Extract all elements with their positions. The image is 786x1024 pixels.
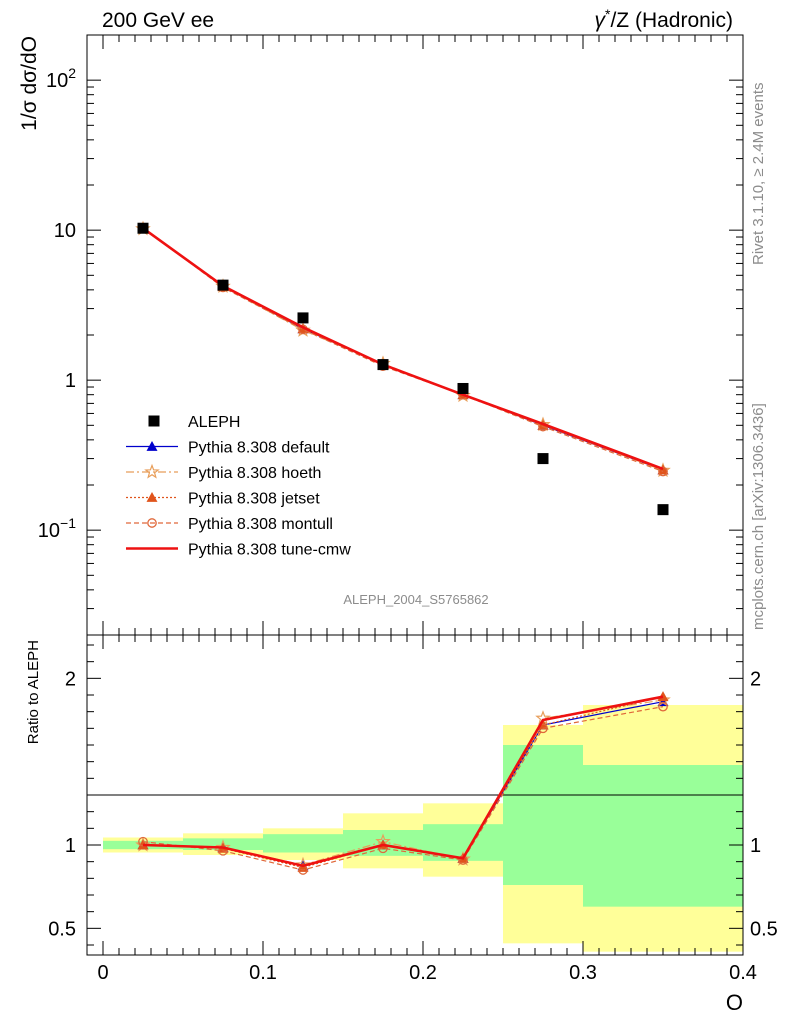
ratio-bands	[103, 705, 743, 952]
legend-marker-jetset	[146, 492, 158, 502]
mc-line-tune_cmw	[142, 227, 664, 471]
legend-marker-default	[146, 441, 158, 451]
rivet-label: Rivet 3.1.10, ≥ 2.4M events	[750, 83, 767, 266]
main-panel: 10−1 1 10 102 1/σ dσ/dO	[18, 34, 744, 636]
ratio-xlabel: O	[726, 990, 743, 1015]
ratio-y-tick-label-left: 0.5	[48, 918, 76, 940]
mc-line-jetset	[142, 228, 664, 471]
y-tick-label: 10	[54, 220, 76, 242]
data-point	[457, 382, 469, 394]
legend-marker-data	[148, 415, 160, 427]
ratio-y-tick-label-right: 2	[750, 668, 761, 690]
mc-line-hoeth	[142, 228, 664, 472]
ratio-point-montull	[658, 701, 668, 712]
legend-label: Pythia 8.308 tune-cmw	[188, 542, 351, 559]
main-frame	[86, 34, 744, 636]
ratio-y-tick-label-right: 1	[750, 835, 761, 857]
ratio-ticks: 0.5 0.5 1 1 2 2 0 0.1 0.2 0.3 0.4	[48, 635, 778, 984]
legend-label: Pythia 8.308 default	[188, 440, 330, 457]
legend: ALEPH Pythia 8.308 default Pythia 8.308 ho…	[126, 414, 351, 559]
data-point	[297, 312, 309, 324]
y-tick-label: 1	[65, 370, 76, 392]
y-tick-label: 10−1	[38, 515, 76, 542]
ratio-y-tick-label-right: 0.5	[750, 918, 778, 940]
analysis-id: ALEPH_2004_S5765862	[343, 592, 488, 607]
mc-line-default	[142, 228, 664, 471]
data-point	[137, 222, 149, 234]
main-ticks: 10−1 1 10 102	[38, 34, 744, 636]
ratio-plot-layer	[135, 691, 671, 875]
header-right: γ*/Z (Hadronic)	[595, 6, 733, 32]
data-point	[537, 453, 549, 465]
ratio-x-tick-label: 0.2	[409, 962, 437, 984]
ratio-line-tune_cmw	[142, 695, 664, 868]
ratio-panel: 0.5 0.5 1 1 2 2 0 0.1 0.2 0.3 0.4 Ratio to ALEPH O	[25, 634, 778, 1015]
legend-label: ALEPH	[188, 414, 240, 431]
ratio-point-jetset	[657, 691, 669, 702]
ratio-x-tick-label: 0	[97, 962, 108, 984]
header-left: 200 GeV ee	[102, 9, 214, 32]
legend-label: Pythia 8.308 hoeth	[188, 465, 321, 482]
mcplots-label: mcplots.cern.ch [arXiv:1306.3436]	[750, 403, 767, 630]
ratio-x-tick-label: 0.3	[569, 962, 597, 984]
data-point	[377, 359, 389, 371]
legend-marker-montull	[147, 518, 157, 528]
y-tick-label: 102	[46, 65, 76, 92]
ratio-y-tick-label-left: 2	[65, 668, 76, 690]
legend-label: Pythia 8.308 jetset	[188, 491, 320, 508]
ratio-x-tick-label: 0.4	[729, 962, 757, 984]
data-point	[217, 279, 229, 291]
band-inner	[263, 834, 343, 853]
band-inner	[583, 765, 743, 907]
ratio-line-montull	[142, 706, 664, 871]
ratio-x-tick-label: 0.1	[249, 962, 277, 984]
main-plot-layer	[135, 220, 671, 516]
main-ylabel: 1/σ dσ/dO	[18, 36, 41, 131]
legend-label: Pythia 8.308 montull	[188, 516, 333, 533]
ratio-point-jetset	[137, 839, 149, 850]
ratio-ylabel: Ratio to ALEPH	[25, 640, 42, 744]
legend-marker-hoeth	[144, 463, 160, 479]
data-point	[657, 504, 669, 516]
mc-line-montull	[142, 227, 664, 473]
mc-point-jetset	[657, 464, 669, 475]
mc-point-montull	[658, 466, 668, 477]
ratio-y-tick-label-left: 1	[65, 835, 76, 857]
